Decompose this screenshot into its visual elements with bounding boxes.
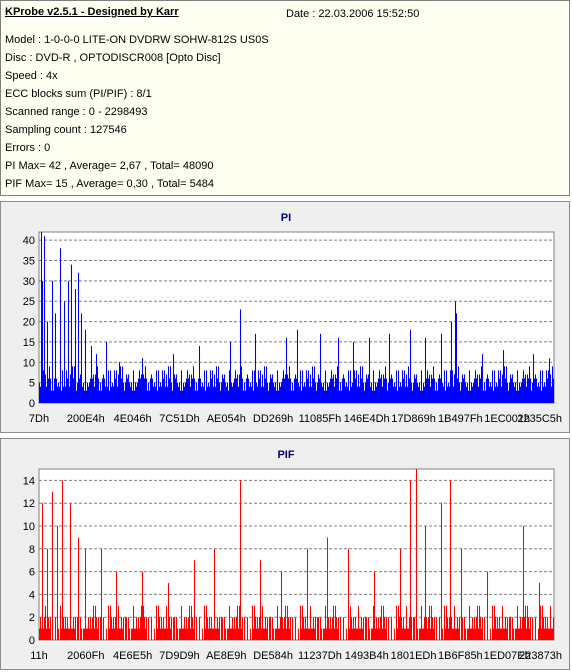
x-tick-label: 1ED07Eh — [484, 650, 531, 662]
x-tick-label: 223873h — [519, 650, 562, 662]
sampling-line: Sampling count : 127546 — [5, 124, 127, 136]
x-tick-label: 1EC001h — [484, 413, 530, 425]
x-tick-label: 1B497Fh — [438, 413, 483, 425]
range-line: Scanned range : 0 - 2298493 — [5, 106, 148, 118]
y-tick-label: 40 — [23, 235, 35, 247]
pif-chart: PIF 0 2 4 6 8 10 12 14 11h 2060Fh 4E6E5h 7D9D9h AE8E9… — [23, 449, 562, 662]
x-tick-label: 17D869h — [391, 413, 436, 425]
info-panel: KProbe v2.5.1 - Designed by Karr Date : … — [0, 0, 570, 196]
x-tick-label: DD269h — [253, 413, 293, 425]
pi-stats-line: PI Max= 42 , Average= 2,67 , Total= 4809… — [5, 160, 214, 172]
x-tick-label: 4E046h — [114, 413, 152, 425]
x-tick-label: 2235C5h — [517, 413, 562, 425]
y-tick-label: 4 — [29, 589, 35, 601]
y-tick-label: 15 — [23, 337, 35, 349]
pi-chart: PI 0 5 10 15 20 25 30 35 40 7Dh 200E4h 4E046h 7C51Dh A… — [23, 212, 562, 425]
y-tick-label: 2 — [29, 612, 35, 624]
y-tick-label: 35 — [23, 256, 35, 268]
pif-chart-panel: PIF 0 2 4 6 8 10 12 14 11h 2060Fh 4E6E5h 7D9D9h AE8E9… — [0, 438, 570, 670]
x-tick-label: 7Dh — [29, 413, 49, 425]
y-tick-label: 0 — [29, 635, 35, 647]
y-tick-label: 5 — [29, 378, 35, 390]
speed-line: Speed : 4x — [5, 70, 58, 82]
x-tick-label: 7C51Dh — [159, 413, 199, 425]
y-tick-label: 14 — [23, 475, 35, 487]
x-tick-label: DE584h — [253, 650, 293, 662]
x-tick-label: 11237Dh — [298, 650, 342, 662]
app-title: KProbe v2.5.1 - Designed by Karr — [5, 6, 179, 18]
x-tick-label: AE054h — [207, 413, 246, 425]
x-tick-label: 1801EDh — [391, 650, 437, 662]
ecc-line: ECC blocks sum (PI/PIF) : 8/1 — [5, 88, 152, 100]
y-tick-label: 20 — [23, 317, 35, 329]
errors-line: Errors : 0 — [5, 142, 51, 154]
x-tick-label: 1B6F85h — [438, 650, 483, 662]
series-bars — [38, 469, 555, 640]
x-tick-label: 1493B4h — [345, 650, 389, 662]
x-tick-label: 146E4Dh — [344, 413, 390, 425]
chart-title: PI — [281, 212, 291, 224]
y-tick-label: 8 — [29, 544, 35, 556]
pi-chart-panel: PI 0 5 10 15 20 25 30 35 40 7Dh 200E4h 4E046h 7C51Dh A… — [0, 201, 570, 433]
x-tick-label: 2060Fh — [67, 650, 104, 662]
pif-stats-line: PIF Max= 15 , Average= 0,30 , Total= 548… — [5, 178, 215, 190]
x-tick-label: AE8E9h — [206, 650, 246, 662]
y-tick-label: 10 — [23, 521, 35, 533]
series-bars — [38, 232, 555, 403]
model-line: Model : 1-0-0-0 LITE-ON DVDRW SOHW-812S … — [5, 34, 269, 46]
x-tick-label: 11h — [30, 650, 48, 662]
x-tick-label: 7D9D9h — [159, 650, 199, 662]
scan-date: Date : 22.03.2006 15:52:50 — [286, 8, 420, 20]
chart-title: PIF — [277, 449, 294, 461]
y-tick-label: 6 — [29, 567, 35, 579]
disc-line: Disc : DVD-R , OPTODISCR008 [Opto Disc] — [5, 52, 221, 64]
x-tick-label: 11085Fh — [299, 413, 342, 425]
y-tick-label: 30 — [23, 276, 35, 288]
y-tick-label: 25 — [23, 296, 35, 308]
y-tick-label: 10 — [23, 357, 35, 369]
x-tick-label: 200E4h — [67, 413, 105, 425]
y-tick-label: 0 — [29, 398, 35, 410]
x-tick-label: 4E6E5h — [113, 650, 152, 662]
plot-area — [38, 468, 555, 641]
y-tick-label: 12 — [23, 498, 35, 510]
